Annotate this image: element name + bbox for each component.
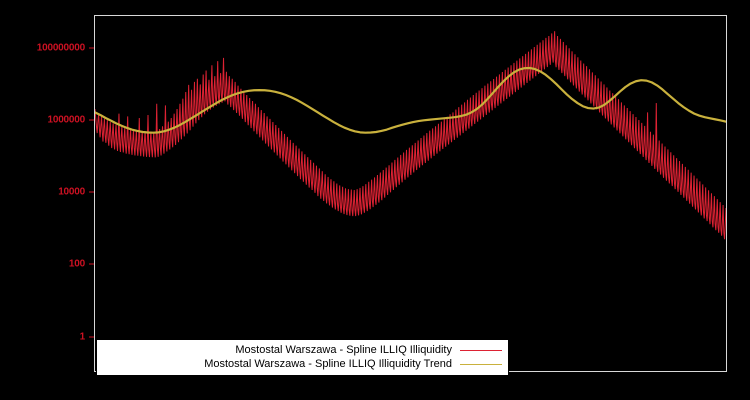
y-tick-label: 10000 bbox=[58, 186, 85, 198]
y-tick-mark bbox=[89, 191, 94, 193]
legend: Mostostal Warszawa - Spline ILLIQ Illiqu… bbox=[96, 339, 509, 376]
y-tick-mark bbox=[89, 336, 94, 338]
plot-area bbox=[94, 15, 727, 372]
legend-label: Mostostal Warszawa - Spline ILLIQ Illiqu… bbox=[235, 344, 452, 356]
y-tick-mark bbox=[89, 263, 94, 265]
y-tick-label: 1000000 bbox=[47, 114, 85, 126]
series-line-trend bbox=[95, 68, 726, 133]
y-tick-label: 100000000 bbox=[36, 42, 85, 54]
y-tick-mark bbox=[89, 119, 94, 121]
line-swatch-series bbox=[460, 349, 502, 351]
line-swatch-trend bbox=[460, 363, 502, 365]
y-tick-mark bbox=[89, 47, 94, 49]
series-line-illiquidity bbox=[95, 31, 726, 239]
series-canvas bbox=[95, 16, 726, 371]
y-tick-label: 100 bbox=[68, 258, 85, 270]
legend-entry-trend: Mostostal Warszawa - Spline ILLIQ Illiqu… bbox=[103, 357, 502, 371]
y-axis: 100000000 1000000 10000 100 1 bbox=[0, 0, 94, 400]
legend-label: Mostostal Warszawa - Spline ILLIQ Illiqu… bbox=[204, 358, 452, 370]
legend-entry-illiquidity: Mostostal Warszawa - Spline ILLIQ Illiqu… bbox=[103, 343, 502, 357]
y-tick-label: 1 bbox=[79, 331, 86, 343]
